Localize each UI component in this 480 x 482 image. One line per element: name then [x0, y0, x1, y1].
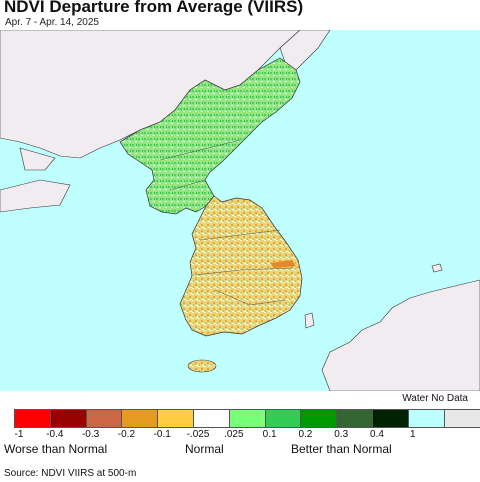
legend-tick-label: 0.3 [334, 429, 349, 440]
legend-swatch [15, 410, 51, 427]
russia-landmass [279, 30, 331, 71]
legend-swatch [265, 410, 302, 427]
source-note: Source: NDVI VIIRS at 500-m [4, 468, 137, 479]
legend-tick-label: -0.3 [81, 429, 100, 440]
legend-swatch [122, 410, 159, 427]
legend-swatch [86, 410, 123, 427]
legend-tick-labels: -1 -0.4 -0.3 -0.2 -0.1 -.025 .025 0.1 0.2 0.3 0.4 1 [0, 429, 480, 443]
legend-better-label: Better than Normal [291, 442, 392, 456]
legend-tick-label: -0.2 [117, 429, 136, 440]
legend-worse-label: Worse than Normal [4, 442, 108, 456]
legend-tick-label: -1 [14, 429, 24, 440]
legend-swatch [337, 410, 373, 427]
dry-anomaly-patch [270, 260, 296, 268]
map-title: NDVI Departure from Average (VIIRS) [4, 0, 304, 16]
legend-tick-label: 0.2 [298, 429, 313, 440]
legend-swatch [193, 410, 230, 427]
legend-swatch [301, 410, 338, 427]
province-boundaries [159, 139, 293, 306]
legend-swatch [229, 410, 266, 427]
legend-tick-label: -0.1 [153, 429, 171, 440]
shandong-landmass [0, 179, 71, 213]
ndvi-map [0, 30, 480, 391]
legend-no-data-label: Water No Data [402, 393, 468, 404]
japan-landmass [321, 279, 480, 391]
legend-normal-label: Normal [185, 442, 224, 456]
legend-tick-label: .025 [224, 429, 244, 440]
legend-color-bar [14, 409, 480, 428]
tsushima-island [304, 312, 315, 329]
legend-swatch [158, 410, 194, 427]
oki-island [431, 263, 443, 273]
legend-category-labels: Worse than Normal Normal Better than Nor… [0, 442, 480, 458]
dalian-peninsula [19, 147, 56, 171]
legend-tick-label: -0.4 [46, 429, 64, 440]
north-korea-region [119, 57, 301, 215]
legend-tick-label: 0.1 [262, 429, 277, 440]
map-canvas [0, 30, 480, 391]
date-range: Apr. 7 - Apr. 14, 2025 [5, 17, 99, 28]
legend-tick-label: -.025 [186, 429, 210, 440]
legend-tick-label: 1 [410, 429, 416, 440]
jeju-island [187, 359, 217, 373]
legend-swatch [50, 410, 87, 427]
legend-swatch [372, 410, 409, 427]
legend-tick-label: 0.4 [370, 429, 384, 440]
legend-swatch [444, 410, 480, 427]
legend-swatch [408, 410, 445, 427]
